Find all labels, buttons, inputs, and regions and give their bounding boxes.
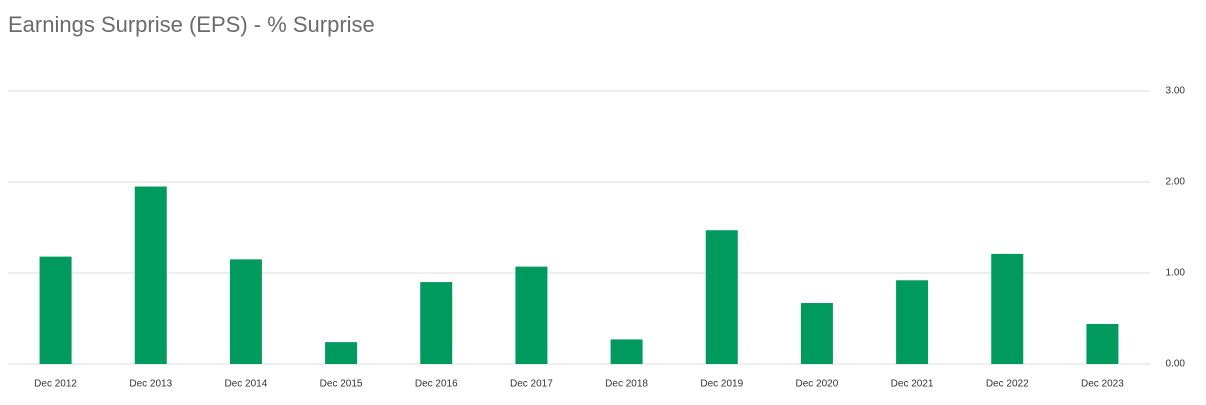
bar [229,259,262,364]
x-tick-label: Dec 2013 [129,379,172,390]
bar [420,282,453,364]
x-tick-label: Dec 2014 [225,379,268,390]
chart-title: Earnings Surprise (EPS) - % Surprise [8,12,375,37]
x-tick-label: Dec 2023 [1081,379,1124,390]
y-tick-label: 2.00 [1166,177,1186,188]
bar [325,342,358,364]
bar [991,253,1024,364]
bar [896,280,929,364]
x-tick-label: Dec 2015 [320,379,363,390]
x-tick-label: Dec 2018 [605,379,648,390]
bar [515,266,548,364]
bar [39,256,72,364]
x-tick-label: Dec 2016 [415,379,458,390]
bar [1086,323,1119,364]
y-tick-label: 1.00 [1166,268,1186,279]
bar [610,339,643,364]
x-tick-label: Dec 2017 [510,379,553,390]
x-tick-label: Dec 2012 [34,379,77,390]
bar [705,230,738,364]
bar [134,186,167,364]
y-tick-label: 3.00 [1166,86,1186,97]
x-tick-label: Dec 2021 [891,379,934,390]
x-tick-label: Dec 2022 [986,379,1029,390]
x-tick-label: Dec 2019 [700,379,743,390]
bar [800,303,833,364]
x-tick-label: Dec 2020 [796,379,839,390]
y-tick-label: 0.00 [1166,359,1186,370]
